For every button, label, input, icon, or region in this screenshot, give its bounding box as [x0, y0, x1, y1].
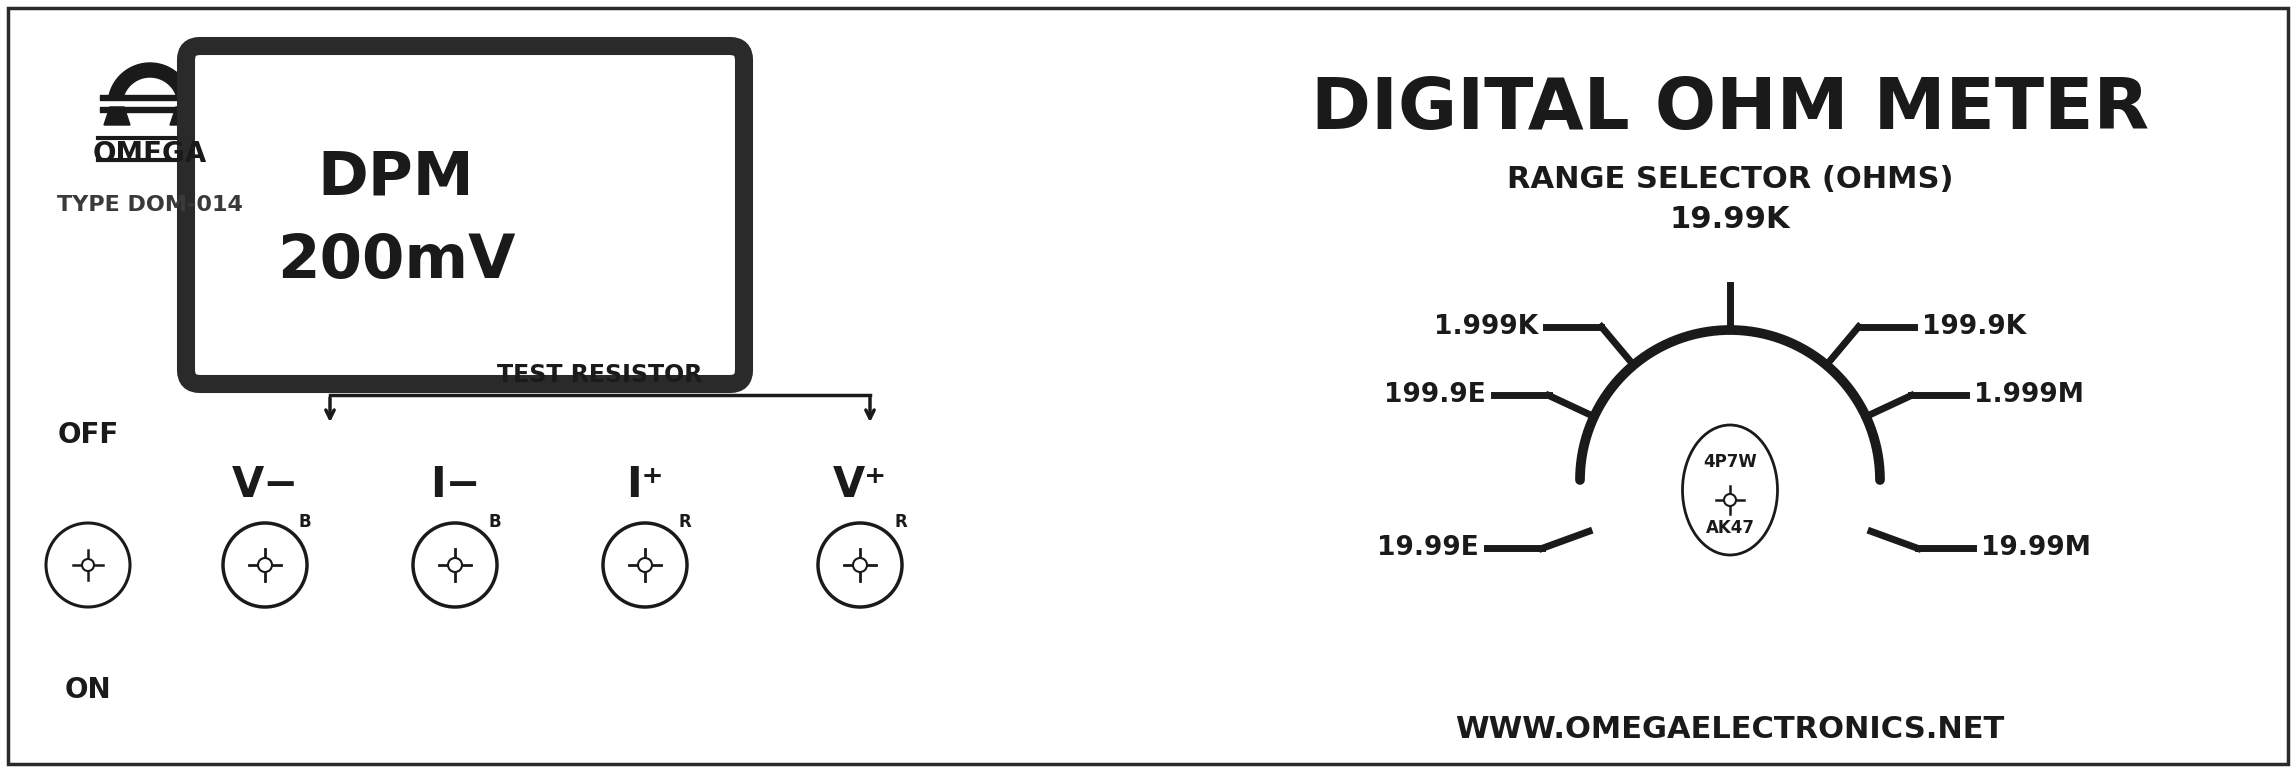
- Text: 19.99E: 19.99E: [1378, 536, 1479, 561]
- Text: 200mV: 200mV: [278, 232, 514, 291]
- Text: R: R: [680, 513, 691, 531]
- Ellipse shape: [1683, 425, 1777, 555]
- Text: V⁺: V⁺: [833, 464, 886, 506]
- Circle shape: [854, 558, 868, 572]
- Circle shape: [638, 558, 652, 572]
- Text: 1.999K: 1.999K: [1435, 313, 1538, 340]
- Text: 4P7W: 4P7W: [1704, 453, 1756, 471]
- Text: B: B: [489, 513, 501, 531]
- Text: ON: ON: [64, 676, 110, 704]
- Text: R: R: [893, 513, 907, 531]
- Text: 19.99M: 19.99M: [1981, 536, 2092, 561]
- Text: B: B: [298, 513, 312, 531]
- Polygon shape: [103, 107, 131, 125]
- Circle shape: [257, 558, 271, 572]
- Text: V−: V−: [232, 464, 298, 506]
- Text: I⁺: I⁺: [627, 464, 664, 506]
- Polygon shape: [170, 107, 195, 125]
- Text: 199.9E: 199.9E: [1384, 382, 1486, 408]
- Text: OMEGA: OMEGA: [92, 140, 207, 168]
- Circle shape: [83, 559, 94, 571]
- FancyBboxPatch shape: [186, 46, 744, 384]
- Circle shape: [223, 523, 308, 607]
- Polygon shape: [108, 63, 191, 100]
- Circle shape: [448, 558, 461, 572]
- Circle shape: [604, 523, 687, 607]
- Circle shape: [46, 523, 131, 607]
- Text: WWW.OMEGAELECTRONICS.NET: WWW.OMEGAELECTRONICS.NET: [1456, 716, 2004, 744]
- Text: 19.99K: 19.99K: [1669, 205, 1791, 234]
- Text: I−: I−: [429, 464, 480, 506]
- Text: TYPE DOM-014: TYPE DOM-014: [57, 195, 243, 215]
- Circle shape: [817, 523, 902, 607]
- Text: 1.999M: 1.999M: [1975, 382, 2085, 408]
- Text: RANGE SELECTOR (OHMS): RANGE SELECTOR (OHMS): [1506, 165, 1954, 194]
- Text: 199.9K: 199.9K: [1922, 313, 2025, 340]
- Text: DIGITAL OHM METER: DIGITAL OHM METER: [1311, 75, 2149, 144]
- Circle shape: [413, 523, 496, 607]
- Text: AK47: AK47: [1706, 519, 1754, 537]
- Text: OFF: OFF: [57, 421, 119, 449]
- Text: DPM: DPM: [317, 148, 475, 208]
- Text: TEST RESISTOR: TEST RESISTOR: [498, 363, 703, 387]
- Circle shape: [1724, 494, 1736, 506]
